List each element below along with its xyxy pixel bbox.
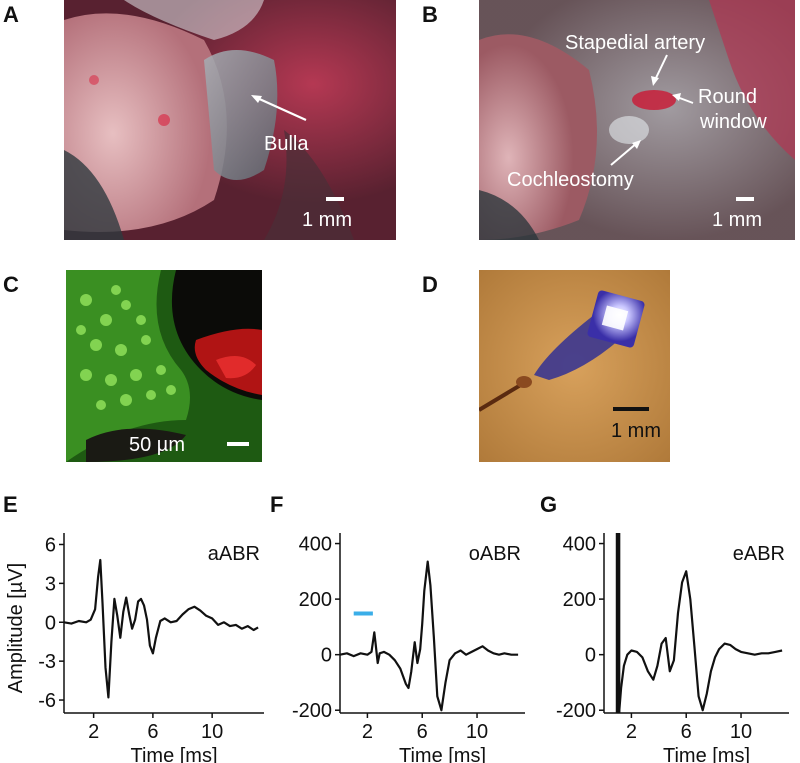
label-stapedial-artery: Stapedial artery (565, 32, 705, 54)
photo-panel-d: 1 mm (479, 270, 670, 462)
x-tick-label-f: 10 (466, 721, 488, 743)
y-tick-label-e: 0 (45, 612, 56, 634)
fluorescence-image-c: 50 µm (66, 270, 262, 462)
label-round-window-line1: Round (698, 86, 757, 108)
panel-letter-d: D (422, 272, 438, 297)
abr-charts: E F G Amplitude [µV] 6 3 0 -3 -6 2 6 10 Time [ms… (3, 492, 789, 763)
scale-bar-d (613, 407, 649, 411)
y-tick-label-g: -200 (556, 700, 596, 722)
y-tick-label-f: -200 (292, 700, 332, 722)
y-axis-label-e: Amplitude [µV] (5, 563, 27, 693)
x-tick-label-g: 6 (681, 721, 692, 743)
panel-letter-c: C (3, 272, 19, 297)
x-axis-label-f: Time [ms] (399, 745, 486, 763)
label-bulla: Bulla (264, 133, 309, 155)
y-tick-label-e: 6 (45, 534, 56, 556)
y-tick-label-e: -6 (38, 690, 56, 712)
chart-title-g: eABR (733, 543, 785, 565)
panel-letter-b: B (422, 2, 438, 27)
photo-panel-a: Bulla 1 mm (64, 0, 396, 240)
led-implant-photo-d: 1 mm (479, 270, 670, 462)
y-tick-label-g: 200 (563, 589, 596, 611)
x-tick-label-g: 10 (730, 721, 752, 743)
surgical-photo-a: Bulla 1 mm (64, 0, 396, 240)
panel-letter-f: F (270, 492, 283, 517)
x-axis-label-e: Time [ms] (130, 745, 217, 763)
label-round-window-line2: window (699, 111, 767, 133)
scale-bar-b (736, 197, 754, 201)
abr-trace-g (618, 570, 783, 714)
scale-bar-c (227, 442, 249, 446)
y-tick-label-e: 3 (45, 573, 56, 595)
photo-panel-c: 50 µm (66, 270, 262, 462)
chart-title-f: oABR (469, 543, 521, 565)
panel-letter-g: G (540, 492, 557, 517)
abr-trace-e (63, 558, 259, 699)
y-tick-label-f: 0 (321, 645, 332, 667)
panel-letter-a: A (3, 2, 19, 27)
x-tick-label-f: 2 (362, 721, 373, 743)
scale-bar-a (326, 197, 344, 201)
x-axis-label-g: Time [ms] (663, 745, 750, 763)
scale-label-b: 1 mm (712, 209, 762, 231)
x-tick-label-g: 2 (626, 721, 637, 743)
plot-f: 400 200 0 -200 2 6 10 Time [ms] oABR (292, 533, 525, 763)
label-cochleostomy: Cochleostomy (507, 169, 634, 191)
x-tick-label-e: 10 (201, 721, 223, 743)
surgical-photo-b: Stapedial artery Round window Cochleosto… (479, 0, 795, 240)
plot-g: 400 200 0 -200 2 6 10 Time [ms] eABR (556, 533, 789, 763)
abr-trace-f (339, 560, 519, 712)
scale-label-a: 1 mm (302, 209, 352, 231)
y-tick-label-g: 400 (563, 534, 596, 556)
scale-label-d: 1 mm (611, 420, 661, 442)
y-tick-label-f: 200 (299, 589, 332, 611)
scale-label-c: 50 µm (129, 434, 185, 456)
plot-e: 6 3 0 -3 -6 2 6 10 Time [ms] aABR (38, 533, 264, 763)
y-tick-label-e: -3 (38, 651, 56, 673)
chart-title-e: aABR (208, 543, 260, 565)
y-tick-label-f: 400 (299, 534, 332, 556)
photo-panel-b: Stapedial artery Round window Cochleosto… (479, 0, 795, 240)
x-tick-label-f: 6 (417, 721, 428, 743)
x-tick-label-e: 6 (147, 721, 158, 743)
panel-letter-e: E (3, 492, 18, 517)
x-tick-label-e: 2 (88, 721, 99, 743)
y-tick-label-g: 0 (585, 645, 596, 667)
